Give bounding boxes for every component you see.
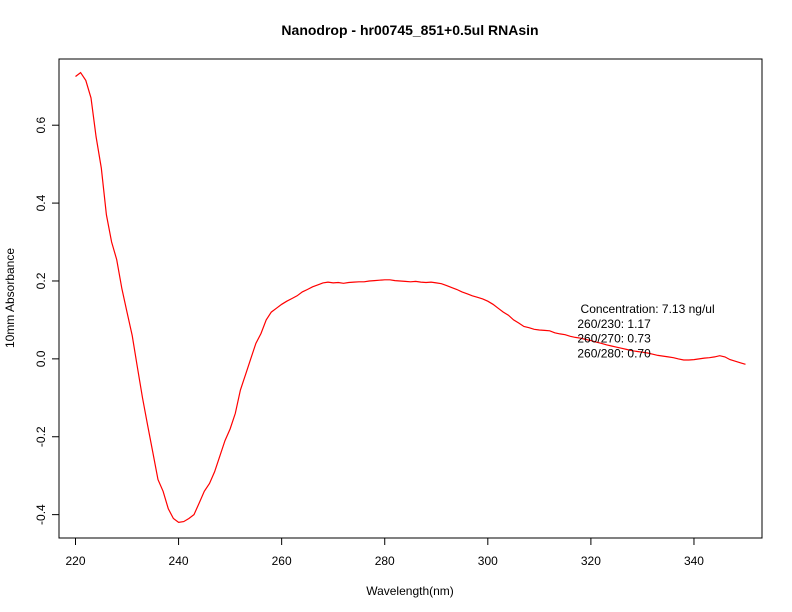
annotation-text: 260/270: 0.73 (577, 332, 651, 346)
y-tick-label: 0.4 (34, 194, 48, 211)
x-tick-label: 260 (272, 554, 292, 568)
x-tick-label: 240 (169, 554, 189, 568)
x-axis: 220 240 260 280 300 320 340 (65, 537, 704, 568)
y-tick-label: 0.2 (34, 272, 48, 289)
x-tick-label: 340 (684, 554, 704, 568)
x-axis-label: Wavelength(nm) (366, 584, 454, 598)
annotation-text: Concentration: 7.13 ng/ul (581, 302, 715, 316)
x-tick-label: 300 (478, 554, 498, 568)
chart-title: Nanodrop - hr00745_851+0.5ul RNAsin (281, 22, 538, 38)
y-axis: -0.4 -0.2 0.0 0.2 0.4 0.6 (34, 117, 60, 525)
y-tick-label: -0.2 (34, 426, 48, 447)
annotation-text: 260/280: 0.70 (577, 346, 651, 360)
x-tick-label: 220 (65, 554, 85, 568)
x-tick-label: 280 (375, 554, 395, 568)
y-tick-label: 0.0 (34, 350, 48, 367)
annotation-text: 260/230: 1.17 (577, 317, 651, 331)
y-axis-label: 10mm Absorbance (3, 248, 17, 348)
absorbance-series-line (75, 71, 746, 524)
y-tick-label: -0.4 (34, 504, 48, 525)
series-layer (75, 71, 746, 524)
y-tick-label: 0.6 (34, 117, 48, 134)
plot-frame (58, 58, 763, 539)
x-tick-label: 320 (581, 554, 601, 568)
